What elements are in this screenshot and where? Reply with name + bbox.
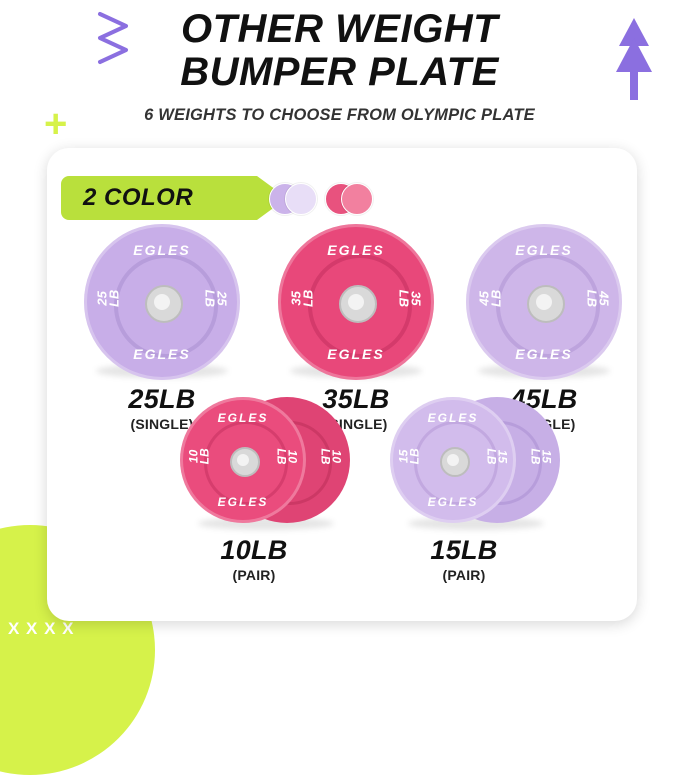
zigzag-icon <box>92 10 142 73</box>
plate-35lb-image: EGLES EGLES 35 LB 35 LB <box>278 224 434 380</box>
plus-icon: + <box>44 102 68 146</box>
plate-brand-bottom: EGLES <box>133 346 191 362</box>
plate-10lb[interactable]: 10 LB EGLES EGLES 10 LB 10 LB <box>175 397 355 583</box>
plate-45lb-image: EGLES EGLES 45 LB 45 LB <box>466 224 622 380</box>
plate-25lb-image: EGLES EGLES 25 LB 25 LB <box>84 224 240 380</box>
plate-weight-left: 15 LB <box>396 448 422 465</box>
plate-brand-top: EGLES <box>133 242 191 258</box>
plates-gallery: EGLES EGLES 25 LB 25 LB 25LB (SINGLE) <box>47 222 637 621</box>
page-title-line1: OTHER WEIGHT <box>180 7 499 51</box>
plate-weight-left: 25 LB <box>94 289 122 308</box>
plate-10lb-weight-label: 10LB <box>220 535 288 565</box>
plate-brand-top: EGLES <box>327 242 385 258</box>
plate-weight-right: 45 LB <box>584 289 612 308</box>
plate-weight-right: 10 LB <box>274 448 300 465</box>
plate-weight-left: 35 LB <box>288 289 316 308</box>
plate-weight-right: 35 LB <box>396 289 424 308</box>
plate-35lb[interactable]: EGLES EGLES 35 LB 35 LB 35LB (SINGLE) <box>271 224 441 432</box>
plate-15lb-qty-label: (PAIR) <box>442 567 486 583</box>
plate-disc-front: EGLES EGLES 10 LB 10 LB <box>180 397 306 523</box>
plate-weight-left: 45 LB <box>476 289 504 308</box>
color-count-banner: 2 COLOR <box>61 176 287 220</box>
plate-weight-right: 25 LB <box>202 289 230 308</box>
plate-15lb-weight-label: 15LB <box>430 535 498 565</box>
light-lavender-swatch[interactable] <box>285 183 317 215</box>
color-count-label: 2 COLOR <box>83 184 194 211</box>
plate-brand-bottom: EGLES <box>427 495 479 509</box>
plate-disc: EGLES EGLES 45 LB 45 LB <box>466 224 622 380</box>
page-header: OTHER WEIGHT BUMPER PLATE 6 WEIGHTS TO C… <box>0 0 679 125</box>
plate-35lb-weight-label: 35LB <box>322 384 390 414</box>
product-card: 2 COLOR EGLES EGLES <box>47 148 637 621</box>
plate-15lb[interactable]: 15 LB EGLES EGLES 15 LB 15 LB <box>385 397 565 583</box>
plate-15lb-image: 15 LB EGLES EGLES 15 LB 15 LB <box>390 397 560 531</box>
page-subtitle: 6 WEIGHTS TO CHOOSE FROM OLYMPIC PLATE <box>144 106 535 125</box>
plate-brand-top: EGLES <box>217 411 269 425</box>
tree-icon <box>611 16 657 113</box>
plate-10lb-qty-label: (PAIR) <box>232 567 276 583</box>
plate-disc: EGLES EGLES 35 LB 35 LB <box>278 224 434 380</box>
plate-disc: EGLES EGLES 25 LB 25 LB <box>84 224 240 380</box>
plate-disc-front: EGLES EGLES 15 LB 15 LB <box>390 397 516 523</box>
swatch-pair-lavender[interactable] <box>269 183 317 215</box>
plate-45lb[interactable]: EGLES EGLES 45LB 45LB 45LB (SINGLE) <box>459 224 629 432</box>
light-pink-swatch[interactable] <box>341 183 373 215</box>
page-title-line2: BUMPER PLATE <box>180 50 499 95</box>
plate-brand-bottom: EGLES <box>515 346 573 362</box>
swatch-pair-pink[interactable] <box>325 183 373 215</box>
plate-25lb[interactable]: EGLES EGLES 25 LB 25 LB 25LB (SINGLE) <box>77 224 247 432</box>
plate-10lb-image: 10 LB EGLES EGLES 10 LB 10 LB <box>180 397 350 531</box>
plate-25lb-qty-label: (SINGLE) <box>130 416 194 432</box>
plate-brand-top: EGLES <box>427 411 479 425</box>
plate-brand-bottom: EGLES <box>217 495 269 509</box>
plate-25lb-weight-label: 25LB <box>128 384 196 414</box>
plate-weight-right: 10 LB <box>318 448 344 465</box>
plate-weight-right: 15 LB <box>484 448 510 465</box>
color-swatches <box>269 180 381 216</box>
plate-brand-top: EGLES <box>515 242 573 258</box>
plate-weight-left: 10 LB <box>186 448 212 465</box>
plate-weight-right: 15 LB <box>528 448 554 465</box>
x-marks-decoration: X X X X <box>8 619 75 638</box>
plate-brand-bottom: EGLES <box>327 346 385 362</box>
